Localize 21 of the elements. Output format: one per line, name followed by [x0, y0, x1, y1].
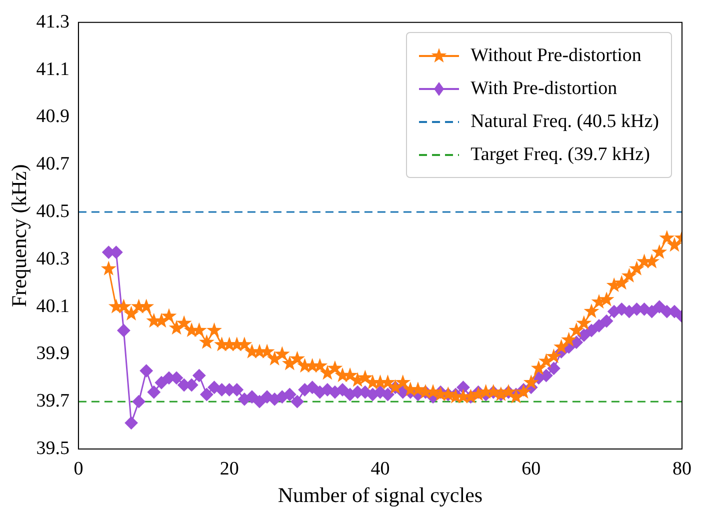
- y-tick-label: 39.7: [36, 390, 70, 412]
- y-tick-label: 40.5: [36, 200, 70, 222]
- legend-label: With Pre-distortion: [470, 78, 618, 100]
- y-tick-label: 40.1: [36, 296, 70, 317]
- y-tick-label: 40.3: [36, 248, 70, 270]
- x-tick-label: 0: [74, 458, 84, 480]
- x-tick-label: 40: [370, 458, 390, 480]
- y-tick-label: 41.3: [36, 11, 70, 32]
- x-tick-label: 20: [220, 458, 239, 480]
- y-tick-label: 39.9: [36, 343, 70, 364]
- legend-label: Natural Freq. (40.5 kHz): [470, 110, 659, 133]
- y-tick-label: 41.1: [36, 58, 70, 80]
- legend-label: Target Freq. (39.7 kHz): [470, 144, 650, 166]
- x-tick-label: 80: [672, 458, 692, 480]
- x-axis-title: Number of signal cycles: [278, 482, 483, 507]
- x-tick-label: 60: [522, 458, 541, 480]
- y-tick-label: 40.9: [36, 106, 70, 128]
- y-axis-title: Frequency (kHz): [7, 164, 32, 308]
- legend-label: Without Pre-distortion: [470, 44, 642, 67]
- y-tick-label: 40.7: [36, 154, 70, 175]
- y-tick-label: 39.5: [36, 438, 70, 459]
